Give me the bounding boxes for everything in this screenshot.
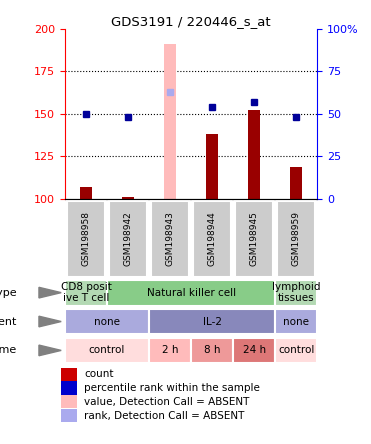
Text: 24 h: 24 h	[243, 345, 266, 355]
Bar	[61, 381, 77, 395]
Text: GSM198958: GSM198958	[82, 211, 91, 266]
Title: GDS3191 / 220446_s_at: GDS3191 / 220446_s_at	[111, 15, 271, 28]
Text: none: none	[94, 317, 120, 326]
Bar	[149, 337, 191, 363]
Text: 2 h: 2 h	[162, 345, 178, 355]
Bar	[61, 395, 77, 408]
Bar	[107, 280, 275, 305]
Bar	[235, 201, 273, 277]
Text: GSM198959: GSM198959	[292, 211, 301, 266]
Bar	[65, 337, 149, 363]
Text: rank, Detection Call = ABSENT: rank, Detection Call = ABSENT	[84, 411, 244, 421]
Bar	[149, 309, 275, 334]
Bar	[275, 337, 317, 363]
Text: GSM198943: GSM198943	[165, 211, 174, 266]
Text: none: none	[283, 317, 309, 326]
Bar	[206, 134, 219, 199]
Bar	[151, 201, 189, 277]
Text: percentile rank within the sample: percentile rank within the sample	[84, 383, 260, 393]
Bar	[191, 337, 233, 363]
Bar	[275, 309, 317, 334]
Text: cell type: cell type	[0, 288, 17, 297]
Bar	[290, 166, 302, 199]
Text: GSM198944: GSM198944	[208, 211, 217, 266]
Text: value, Detection Call = ABSENT: value, Detection Call = ABSENT	[84, 397, 249, 407]
Bar	[67, 201, 105, 277]
Text: control: control	[89, 345, 125, 355]
Bar	[61, 409, 77, 422]
Bar	[275, 280, 317, 305]
Polygon shape	[39, 345, 61, 356]
Bar	[193, 201, 231, 277]
Text: time: time	[0, 345, 17, 355]
Text: CD8 posit
ive T cell: CD8 posit ive T cell	[60, 282, 111, 303]
Bar	[109, 201, 147, 277]
Text: count: count	[84, 369, 114, 379]
Polygon shape	[39, 316, 61, 327]
Text: GSM198945: GSM198945	[250, 211, 259, 266]
Text: IL-2: IL-2	[203, 317, 221, 326]
Text: agent: agent	[0, 317, 17, 326]
Text: 8 h: 8 h	[204, 345, 220, 355]
Bar	[122, 197, 134, 199]
Bar	[164, 44, 176, 199]
Bar	[80, 187, 92, 199]
Text: Natural killer cell: Natural killer cell	[147, 288, 236, 297]
Polygon shape	[39, 287, 61, 298]
Text: GSM198942: GSM198942	[124, 211, 132, 266]
Bar	[233, 337, 275, 363]
Bar	[277, 201, 315, 277]
Bar	[65, 309, 149, 334]
Text: lymphoid
tissues: lymphoid tissues	[272, 282, 321, 303]
Bar	[61, 368, 77, 381]
Bar	[248, 111, 260, 199]
Text: control: control	[278, 345, 314, 355]
Bar	[65, 280, 107, 305]
